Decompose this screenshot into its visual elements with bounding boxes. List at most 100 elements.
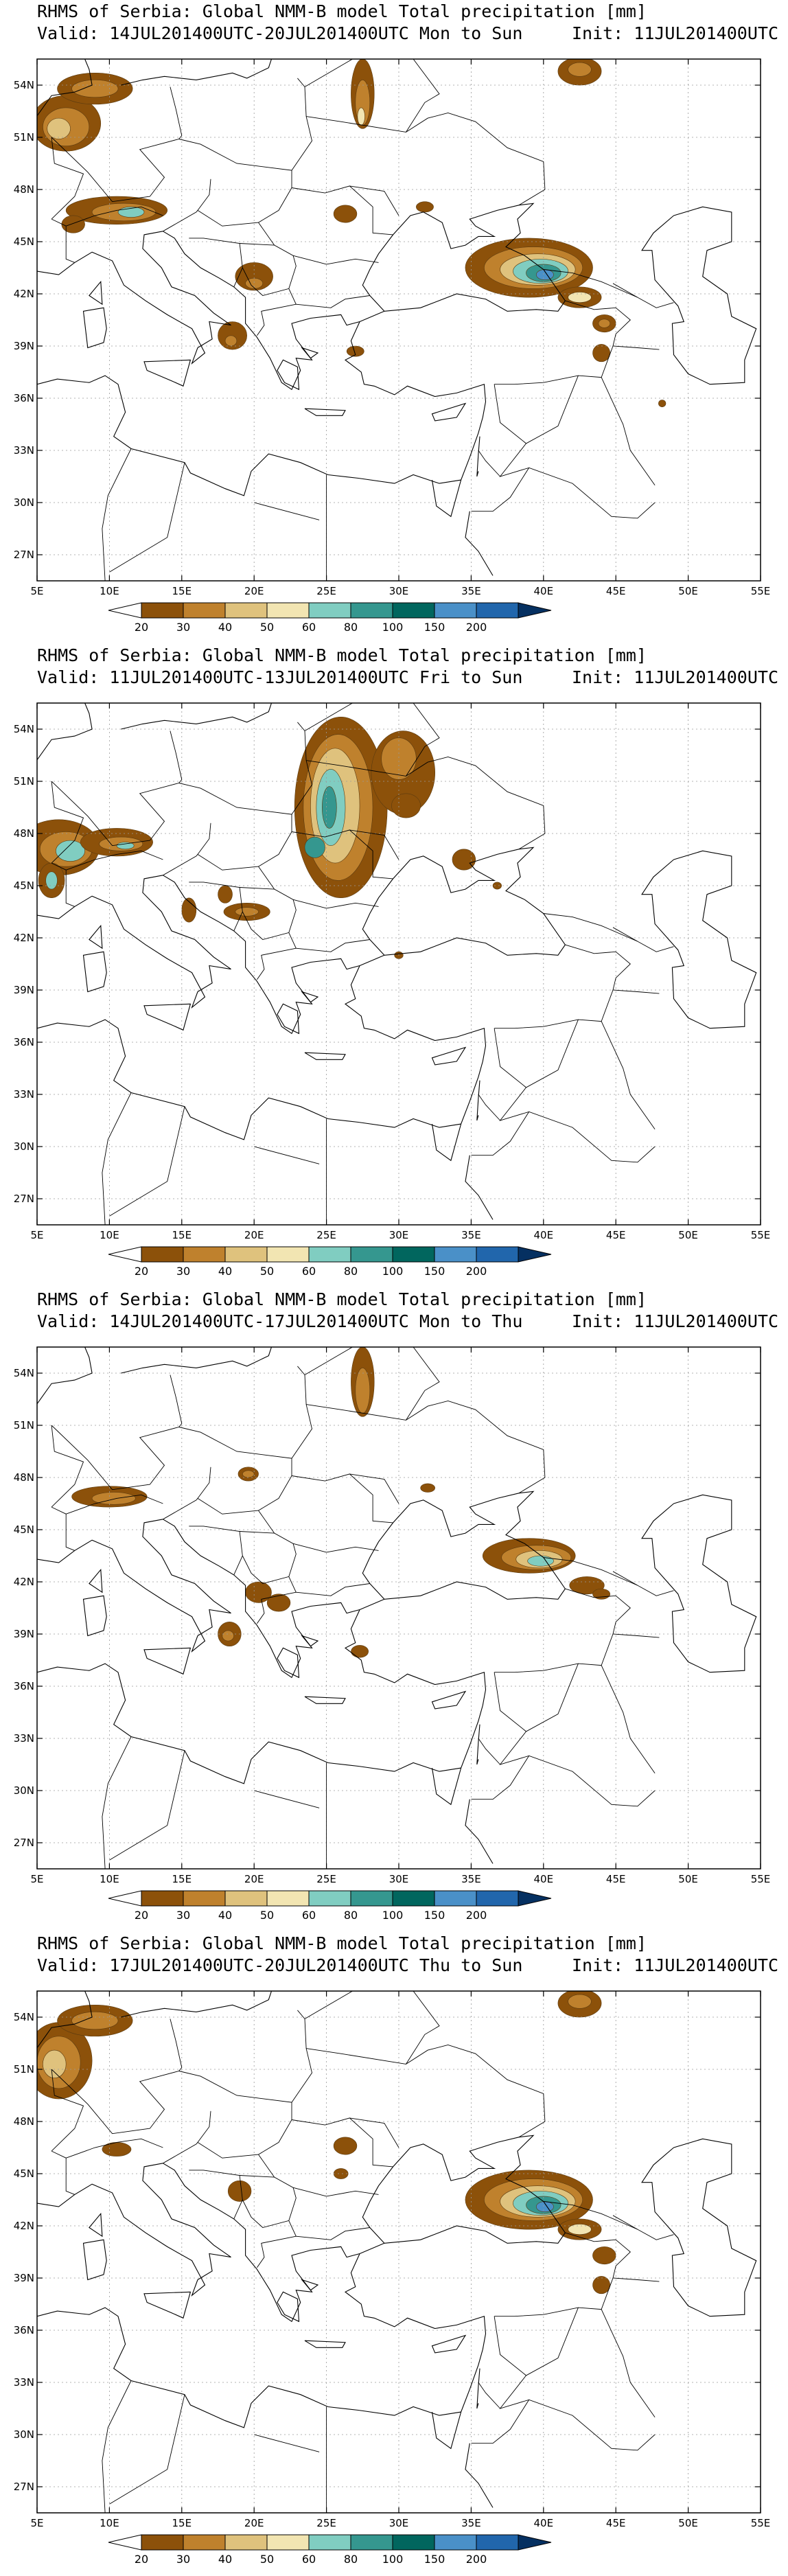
- coastline: [37, 875, 231, 1009]
- colorbar-label: 30: [176, 621, 190, 634]
- valid-period: Valid: 14JUL201400UTC-20JUL201400UTC Mon…: [37, 23, 523, 43]
- island-coast: [431, 1690, 467, 1710]
- colorbar-label: 30: [176, 1909, 190, 1922]
- precip-area: [492, 882, 502, 890]
- precip-area: [43, 2049, 67, 2078]
- country-border: [254, 1790, 320, 1808]
- precip-area: [351, 1645, 369, 1658]
- country-border: [471, 2400, 530, 2444]
- country-border: [494, 1663, 579, 1732]
- lat-label: 33N: [14, 444, 34, 457]
- lon-label: 5E: [30, 585, 43, 597]
- coastline: [163, 2163, 385, 2323]
- colorbar-label: 80: [344, 1909, 358, 1922]
- island-coast: [143, 359, 192, 387]
- colorbar-segment: [350, 1246, 393, 1263]
- coastline: [37, 2163, 231, 2297]
- island-coast: [82, 307, 107, 349]
- colorbar-label: 80: [344, 621, 358, 634]
- colorbar-segment: [434, 2534, 477, 2551]
- country-border: [543, 2201, 674, 2240]
- lat-label: 45N: [14, 1523, 34, 1536]
- country-border: [349, 1473, 399, 1504]
- country-border: [306, 1401, 546, 1494]
- colorbar-segment: [183, 2534, 226, 2551]
- lat-label: 36N: [14, 2324, 34, 2336]
- country-border: [240, 1531, 297, 1584]
- country-border: [51, 218, 75, 263]
- country-border: [163, 210, 198, 232]
- lon-label: 40E: [534, 1873, 554, 1885]
- country-border: [51, 137, 84, 220]
- coastline: [37, 59, 93, 117]
- lat-label: 51N: [14, 2063, 34, 2075]
- colorbar-segment: [434, 602, 477, 619]
- coastline: [431, 2411, 462, 2450]
- lon-label: 40E: [534, 1229, 554, 1241]
- colorbar-label: 60: [302, 1909, 316, 1922]
- country-border: [258, 866, 275, 890]
- precip-area: [592, 344, 611, 363]
- island-coast: [431, 2334, 467, 2354]
- precip-area: [304, 836, 325, 858]
- lon-label: 25E: [316, 1229, 336, 1241]
- country-border: [478, 1094, 500, 1121]
- country-border: [565, 2232, 660, 2282]
- colorbar-segment: [392, 1246, 435, 1263]
- country-border: [197, 2102, 292, 2159]
- lat-label: 27N: [14, 1193, 34, 1205]
- coastline: [163, 231, 385, 391]
- lon-label: 50E: [678, 1229, 698, 1241]
- precip-area: [102, 2142, 132, 2157]
- country-border: [601, 2309, 656, 2417]
- lon-label: 45E: [606, 1229, 626, 1241]
- island-coast: [277, 359, 300, 391]
- lon-label: 30E: [389, 2517, 409, 2529]
- country-border: [51, 1506, 75, 1551]
- coastline: [163, 1519, 385, 1679]
- precip-area: [420, 1483, 435, 1493]
- country-border: [349, 185, 399, 216]
- precipitation-map: 5E 10E 15E 20E 25E 30E 35E 40E 45E 50E 55E 54N 51N 48…: [14, 702, 771, 1278]
- coastline: [37, 2253, 487, 2428]
- island-coast: [82, 951, 107, 993]
- lon-label: 20E: [244, 1873, 264, 1885]
- precip-area: [47, 117, 71, 139]
- country-border: [471, 1756, 530, 1800]
- lon-label: 15E: [172, 585, 192, 597]
- lat-label: 30N: [14, 1140, 34, 1153]
- lat-label: 39N: [14, 340, 34, 352]
- lon-label: 5E: [30, 1229, 43, 1241]
- precipitation-map: 5E 10E 15E 20E 25E 30E 35E 40E 45E 50E 55E 54N 51N 48…: [14, 1990, 770, 2566]
- island-coast: [301, 2279, 319, 2291]
- precip-area: [598, 319, 611, 328]
- country-border: [494, 2307, 579, 2376]
- country-border: [178, 2010, 312, 2103]
- lat-label: 51N: [14, 775, 34, 787]
- country-border: [102, 2380, 132, 2513]
- country-border: [349, 829, 399, 860]
- precip-area: [266, 1594, 291, 1612]
- coastline: [121, 1347, 273, 1374]
- lon-label: 25E: [316, 585, 336, 597]
- colorbar-label: 100: [382, 2553, 404, 2566]
- country-border: [565, 1588, 660, 1638]
- precip-area: [333, 205, 358, 223]
- colorbar-segment: [476, 2534, 519, 2551]
- colorbar-label: 150: [424, 2553, 445, 2566]
- country-border: [257, 932, 297, 980]
- colorbar-label: 20: [135, 2553, 148, 2566]
- country-border: [240, 2175, 297, 2228]
- country-border: [51, 2019, 183, 2135]
- coastline: [37, 703, 93, 761]
- lon-label: 55E: [751, 1229, 771, 1241]
- colorbar-label: 40: [218, 1909, 232, 1922]
- country-border: [612, 283, 638, 298]
- colorbar-segment: [266, 1890, 310, 1907]
- lat-label: 27N: [14, 1837, 34, 1849]
- valid-period: Valid: 11JUL201400UTC-13JUL201400UTC Fri…: [37, 667, 523, 687]
- precip-area: [61, 215, 85, 233]
- country-border: [258, 222, 275, 246]
- country-border: [292, 899, 379, 909]
- coastline: [37, 321, 487, 496]
